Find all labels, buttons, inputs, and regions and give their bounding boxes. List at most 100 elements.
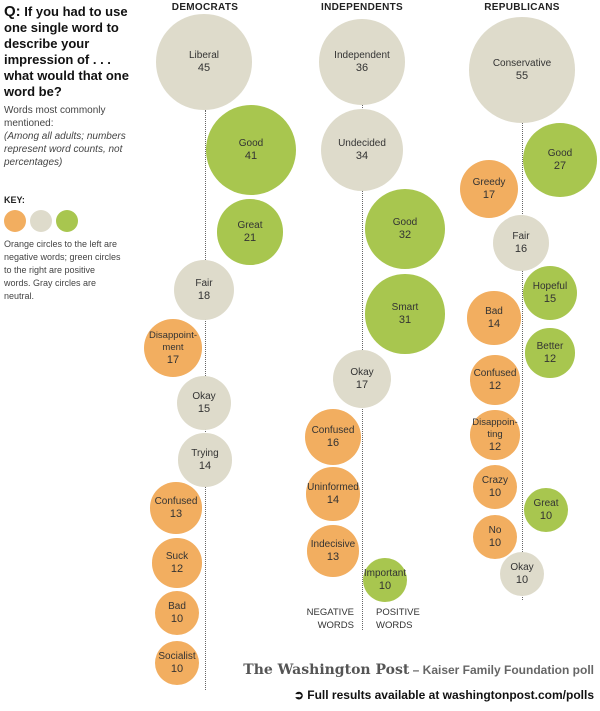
bubble-word: Disappoin-ting: [472, 416, 518, 440]
key-text: Orange circles to the left are negative …: [4, 239, 121, 301]
bubble-word: Great: [237, 219, 263, 231]
full-results-text: Full results available at washingtonpost…: [307, 688, 594, 702]
bubble-count: 10: [488, 486, 502, 499]
key-neutral-circle: [30, 210, 52, 232]
word-bubble: Bad 10: [154, 590, 200, 636]
word-bubble: Good 41: [205, 104, 297, 196]
key-positive-circle: [56, 210, 78, 232]
word-bubble: Okay 10: [499, 551, 545, 597]
bubble-count: 31: [398, 313, 412, 326]
word-bubble: Liberal 45: [156, 14, 252, 110]
bubble-word: Bad: [485, 305, 503, 317]
bubble-word: Fair: [512, 230, 530, 242]
bubble-word: Greedy: [472, 176, 506, 188]
bubble-count: 14: [487, 317, 501, 330]
word-bubble: Suck 12: [152, 538, 202, 588]
bubble-count: 14: [326, 493, 340, 506]
bubble-count: 13: [169, 507, 183, 520]
source-text: – Kaiser Family Foundation poll: [412, 663, 594, 677]
bubble-word: Liberal: [188, 49, 219, 61]
bubble-word: Okay: [350, 366, 374, 378]
bubble-word: Hopeful: [532, 280, 568, 292]
bubble-word: Confused: [473, 367, 517, 379]
bubble-count: 10: [488, 536, 502, 549]
bubble-count: 10: [170, 662, 184, 675]
bubble-word: Socialist: [158, 650, 196, 662]
bubble-count: 45: [197, 61, 211, 74]
bubble-count: 15: [197, 402, 211, 415]
bubble-count: 13: [326, 550, 340, 563]
word-bubble: Crazy 10: [472, 464, 518, 510]
question-text: If you had to use one single word to des…: [4, 4, 129, 99]
column-header: DEMOCRATS: [171, 2, 239, 13]
bubble-count: 34: [355, 149, 369, 162]
bubble-count: 10: [515, 573, 529, 586]
bubble-count: 12: [170, 562, 184, 575]
bubble-word: Disappoint-ment: [148, 329, 198, 353]
column-axis: [522, 120, 523, 600]
bubble-count: 41: [244, 149, 258, 162]
bubble-word: Smart: [391, 301, 419, 313]
word-bubble: Hopeful 15: [522, 265, 578, 321]
bubble-count: 15: [543, 292, 557, 305]
bubble-count: 27: [553, 159, 567, 172]
bubble-word: Suck: [165, 550, 189, 562]
bubble-count: 36: [355, 61, 369, 74]
bubble-count: 17: [166, 353, 180, 366]
bubble-word: Good: [392, 216, 418, 228]
bubble-word: Okay: [192, 390, 216, 402]
bubble-word: Good: [238, 137, 264, 149]
bubble-count: 10: [378, 579, 392, 592]
bubble-word: Good: [547, 147, 573, 159]
word-bubble: Better 12: [525, 328, 575, 378]
source-credit: The Washington Post – Kaiser Family Foun…: [243, 662, 594, 678]
word-bubble: Uninformed 14: [306, 467, 360, 521]
bubble-word: Confused: [311, 424, 355, 436]
bubble-count: 18: [197, 289, 211, 302]
bubble-word: Okay: [510, 561, 534, 573]
bubble-count: 14: [198, 459, 212, 472]
bubble-count: 12: [488, 440, 502, 453]
bubble-word: Fair: [195, 277, 213, 289]
bubble-count: 10: [539, 509, 553, 522]
word-bubble: Okay 15: [176, 375, 232, 431]
word-bubble: Greedy 17: [459, 159, 519, 219]
bubble-count: 17: [355, 378, 369, 391]
bubble-word: Crazy: [481, 474, 509, 486]
note: (Among all adults; numbers represent wor…: [4, 131, 126, 168]
bubble-word: Conservative: [492, 57, 552, 69]
column-header: REPUBLICANS: [484, 2, 560, 13]
word-bubble: Conservative 55: [469, 17, 575, 123]
bubble-word: Better: [536, 340, 564, 352]
bubble-word: Great: [533, 497, 559, 509]
arrow-circle-icon: ➲: [293, 688, 304, 702]
question-prefix: Q:: [4, 3, 21, 20]
bubble-count: 10: [170, 612, 184, 625]
bubble-word: No: [488, 524, 502, 536]
word-bubble: Fair 16: [492, 214, 550, 272]
bubble-count: 16: [514, 242, 528, 255]
word-bubble: Undecided 34: [320, 108, 404, 192]
subtitle-block: Words most commonly mentioned: (Among al…: [4, 104, 144, 169]
column-header: INDEPENDENTS: [321, 2, 403, 13]
bubble-word: Indecisive: [310, 538, 356, 550]
bubble-count: 12: [488, 379, 502, 392]
key-negative-circle: [4, 210, 26, 232]
word-bubble: Indecisive 13: [307, 525, 359, 577]
word-bubble: Okay 17: [332, 349, 392, 409]
word-bubble: Bad 14: [467, 291, 521, 345]
bubble-count: 21: [243, 231, 257, 244]
word-bubble: Important 10: [362, 557, 408, 603]
full-results-link[interactable]: ➲ Full results available at washingtonpo…: [294, 688, 594, 702]
word-bubble: Socialist 10: [154, 640, 200, 686]
word-bubble: Confused 12: [470, 355, 520, 405]
bubble-word: Confused: [154, 495, 198, 507]
bubble-count: 16: [326, 436, 340, 449]
bubble-count: 12: [543, 352, 557, 365]
bubble-word: Trying: [191, 447, 219, 459]
word-bubble: Independent 36: [319, 19, 405, 105]
word-bubble: Confused 13: [150, 482, 202, 534]
bubble-count: 55: [515, 69, 529, 82]
bubble-word: Bad: [168, 600, 186, 612]
